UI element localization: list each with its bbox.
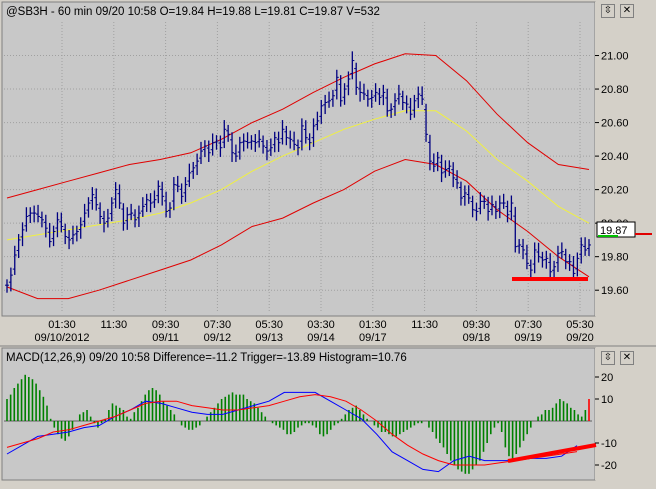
macd-axis-area <box>595 348 656 480</box>
y-tick-label: 20.80 <box>601 84 629 96</box>
close-icon[interactable]: ✕ <box>620 351 634 365</box>
x-tick-label: 07:30 <box>514 319 542 331</box>
x-date-label: 09/13 <box>255 332 283 344</box>
x-tick-label: 07:30 <box>204 319 232 331</box>
difference-line <box>6 391 578 473</box>
x-date-label: 09/18 <box>463 332 491 344</box>
x-date-label: 09/17 <box>359 332 387 344</box>
x-tick-label: 05:30 <box>255 319 283 331</box>
y-tick-label: 19.80 <box>601 252 629 264</box>
pin-icon[interactable]: ⇳ <box>601 351 615 365</box>
x-tick-label: 11:30 <box>411 319 438 331</box>
x-tick-label: 05:30 <box>566 319 594 331</box>
price-axis-area <box>595 2 656 316</box>
upper-band-line <box>6 53 590 199</box>
x-tick-label: 01:30 <box>359 319 387 331</box>
y-tick-label: 20 <box>601 372 613 384</box>
x-tick-label: 09:30 <box>152 319 180 331</box>
macd-annotations <box>507 443 597 463</box>
y-tick-label: 20.20 <box>601 185 629 197</box>
macd-lines <box>6 391 578 473</box>
price-panel-bg <box>1 1 596 317</box>
x-tick-label: 09:30 <box>463 319 491 331</box>
y-tick-label: 21.00 <box>601 51 629 63</box>
divergence-line-annotation <box>507 443 597 463</box>
price-bars <box>5 51 591 293</box>
trigger-line <box>6 394 578 466</box>
x-date-label: 09/12 <box>204 332 232 344</box>
x-date-label: 09/20 <box>566 332 594 344</box>
y-tick-label: 20.60 <box>601 118 629 130</box>
last-price-label: 19.87 <box>600 225 628 237</box>
close-icon[interactable]: ✕ <box>620 4 634 18</box>
y-tick-label: 19.60 <box>601 285 629 297</box>
x-tick-label: 03:30 <box>307 319 335 331</box>
y-tick-label: 20.40 <box>601 151 629 163</box>
price-x-axis: 01:30 11:30 09:30 07:30 05:30 03:30 01:30 11:30… <box>34 319 593 344</box>
price-panel-title: @SB3H - 60 min 09/20 10:58 O=19.84 H=19.… <box>6 6 380 18</box>
x-date-label: 09/10/2012 <box>34 332 89 344</box>
macd-panel-bg <box>1 347 596 481</box>
x-date-label: 09/19 <box>514 332 542 344</box>
x-tick-label: 01:30 <box>48 319 76 331</box>
x-tick-label: 11:30 <box>100 319 127 331</box>
y-tick-label: -10 <box>601 438 617 450</box>
x-date-label: 09/11 <box>152 332 179 344</box>
pin-icon[interactable]: ⇳ <box>601 4 615 18</box>
y-tick-label: 10 <box>601 394 613 406</box>
macd-y-axis: 20 10 -10 -20 <box>595 372 617 472</box>
price-grid <box>4 22 592 312</box>
y-tick-label: -20 <box>601 460 617 472</box>
macd-panel-title: MACD(12,26,9) 09/20 10:58 Difference=-11… <box>6 352 407 364</box>
x-date-label: 09/14 <box>307 332 335 344</box>
